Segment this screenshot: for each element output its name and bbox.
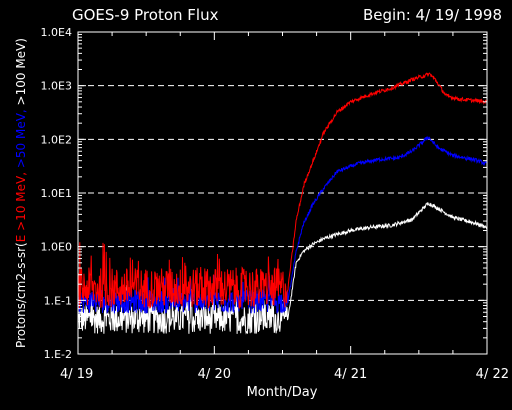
y-axis-label-e10: E >10 MeV,: [14, 168, 28, 242]
y-axis-ticks: 1.E-2 1.E-1 1.0E0 1.0E1 1.0E2 1.0E3 1.0E4: [41, 26, 487, 361]
y-axis-label-e50: >50 MeV,: [14, 105, 28, 168]
x-axis-ticks: 4/ 19 4/ 20 4/ 21 4/ 22: [60, 32, 509, 382]
begin-date-label: Begin: 4/ 19/ 1998: [363, 6, 502, 24]
x-tick-label: 4/ 19: [60, 367, 93, 382]
series-line-e10: [77, 72, 488, 309]
x-tick-label: 4/ 20: [198, 367, 231, 382]
y-tick-label: 1.E-1: [44, 294, 72, 307]
y-tick-label: 1.0E1: [41, 187, 72, 200]
y-tick-label: 1.0E4: [41, 26, 72, 39]
chart-title: GOES-9 Proton Flux: [72, 6, 219, 24]
x-tick-label: 4/ 22: [476, 367, 509, 382]
series-line-e50: [77, 135, 488, 314]
y-axis-label-e100: >100 MeV): [14, 38, 28, 105]
y-axis-label: Protons/cm2-s-sr(E >10 MeV, >50 MeV, >10…: [14, 38, 28, 348]
y-tick-label: 1.0E3: [41, 80, 72, 93]
y-tick-label: 1.0E0: [41, 241, 72, 254]
x-tick-label: 4/ 21: [334, 367, 367, 382]
series-layer: [77, 72, 488, 335]
y-tick-label: 1.E-2: [44, 348, 72, 361]
y-tick-label: 1.0E2: [41, 133, 72, 146]
x-axis-label: Month/Day: [247, 385, 318, 400]
y-axis-label-prefix: Protons/cm2-s-sr(: [14, 242, 28, 348]
grid-lines: [78, 85, 487, 301]
